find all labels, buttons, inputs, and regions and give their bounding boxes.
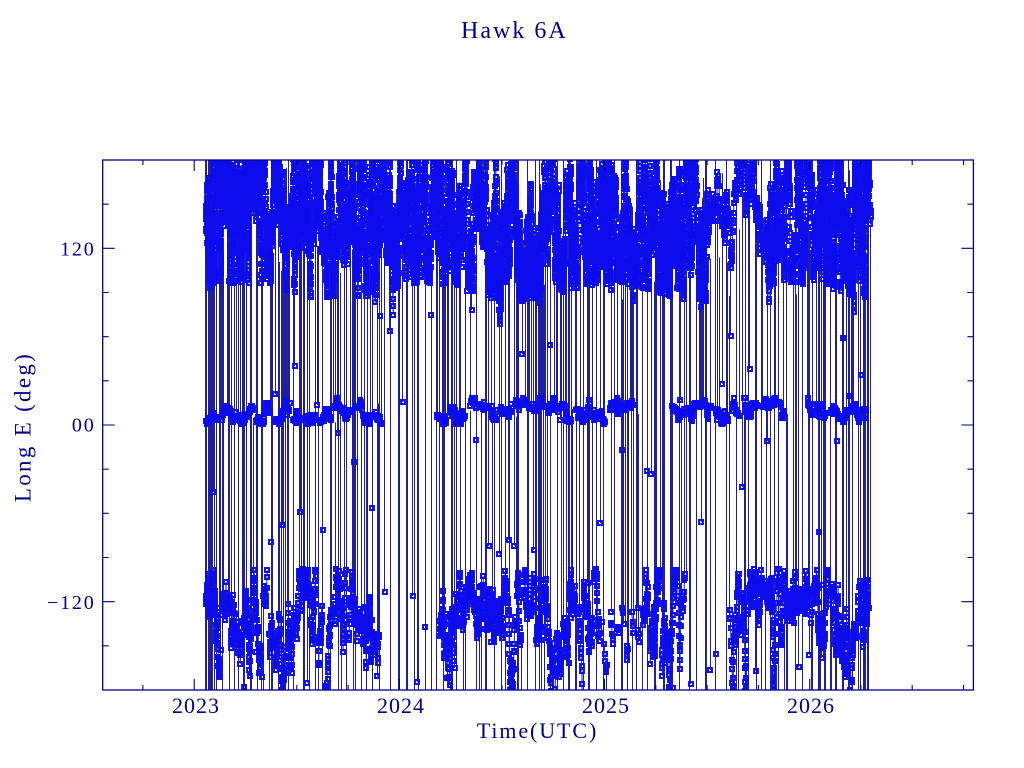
svg-text:2026: 2026	[787, 693, 835, 718]
svg-text:00: 00	[72, 415, 96, 437]
svg-text:120: 120	[60, 239, 95, 261]
svg-text:Long E (deg): Long E (deg)	[11, 352, 36, 502]
svg-text:2023: 2023	[172, 693, 220, 718]
svg-text:2025: 2025	[582, 693, 630, 718]
svg-text:Hawk 6A: Hawk 6A	[461, 18, 568, 44]
svg-text:Time(UTC): Time(UTC)	[477, 718, 598, 743]
svg-text:−120: −120	[47, 592, 95, 614]
svg-text:2024: 2024	[377, 693, 425, 718]
